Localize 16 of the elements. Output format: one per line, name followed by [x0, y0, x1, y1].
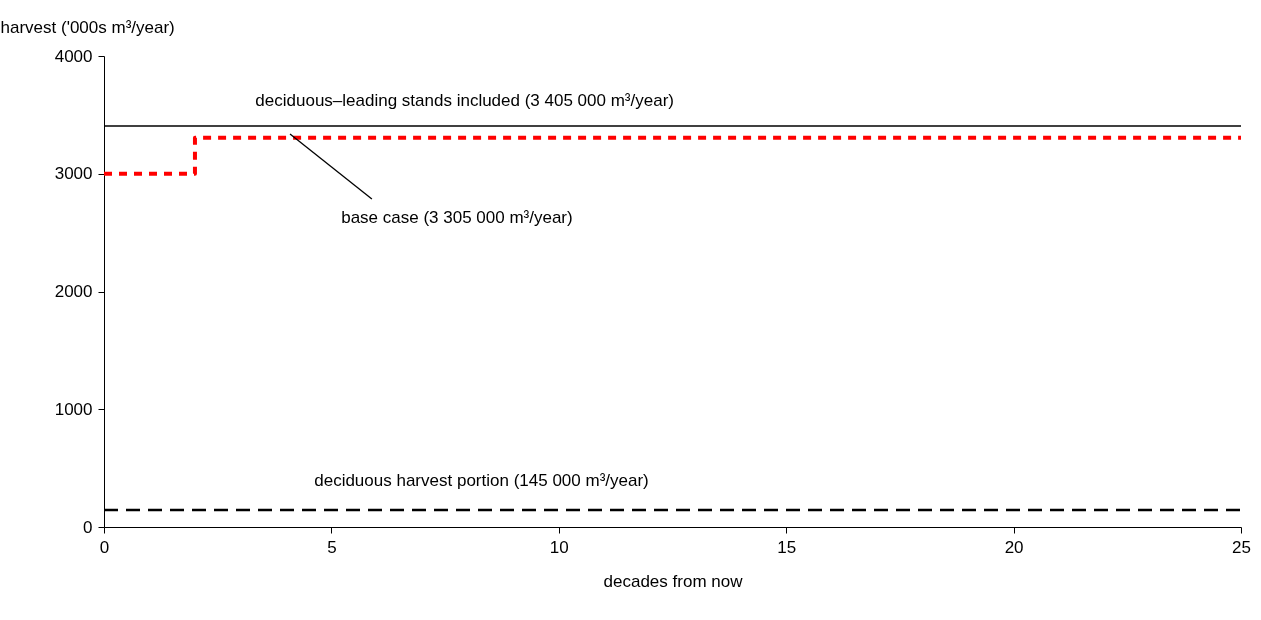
text: base case (3 305 000 m³/year) [341, 208, 573, 228]
y-tick-label: 1000 [54, 399, 93, 419]
series-label: deciduous harvest portion (145 000 m³/year) [314, 471, 649, 491]
x-tick-label: 15 [777, 537, 797, 557]
y-axis-title: harvest ('000s m³/year) [0, 17, 175, 37]
y-tick-label: 3000 [54, 164, 93, 184]
x-tick-label: 25 [1232, 537, 1251, 557]
x-tick-label: 5 [327, 537, 337, 557]
x-tick-label: 10 [549, 537, 569, 557]
y-tick-label: 4000 [54, 46, 93, 66]
y-tick-label: 0 [83, 517, 93, 537]
x-tick-label: 0 [99, 537, 110, 557]
y-tick-label: 2000 [54, 282, 93, 301]
x-axis-title: decades from now [603, 571, 744, 591]
series-label: deciduous–leading stands included (3 405 000 m³/year) [255, 90, 674, 110]
x-tick-label: 20 [1004, 537, 1024, 557]
